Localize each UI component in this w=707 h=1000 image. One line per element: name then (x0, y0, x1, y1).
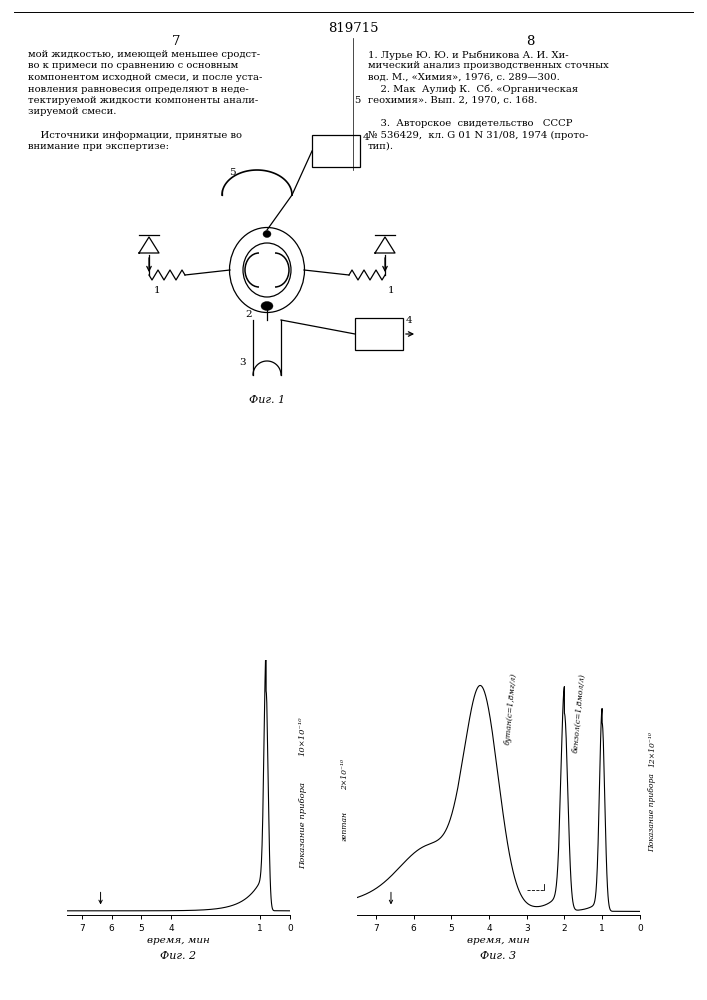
Text: Показание прибора: Показание прибора (299, 782, 307, 869)
Ellipse shape (261, 302, 273, 310)
Text: Фиг. 3: Фиг. 3 (480, 951, 517, 961)
Text: 3.  Авторское  свидетельство   СССР: 3. Авторское свидетельство СССР (368, 119, 573, 128)
Bar (312, 135, 360, 167)
Text: мический анализ производственных сточных: мический анализ производственных сточных (368, 62, 609, 70)
Text: Показание прибора: Показание прибора (648, 774, 656, 852)
X-axis label: время, мин: время, мин (467, 936, 530, 945)
Text: гептан: гептан (341, 811, 349, 841)
Text: 2. Мак  Аулиф К.  Сб. «Органическая: 2. Мак Аулиф К. Сб. «Органическая (368, 85, 578, 94)
Text: 7: 7 (172, 35, 180, 48)
Text: 1. Лурье Ю. Ю. и Рыбникова А. И. Хи-: 1. Лурье Ю. Ю. и Рыбникова А. И. Хи- (368, 50, 568, 60)
Text: 1: 1 (388, 286, 395, 295)
X-axis label: время, мин: время, мин (147, 936, 210, 945)
Text: 5: 5 (229, 168, 235, 177)
Text: новления равновесия определяют в неде-: новления равновесия определяют в неде- (28, 85, 249, 94)
Text: 4: 4 (363, 133, 370, 142)
Text: 3: 3 (239, 358, 245, 367)
Text: 2×10⁻¹⁰: 2×10⁻¹⁰ (341, 759, 349, 790)
Text: тектируемой жидкости компоненты анали-: тектируемой жидкости компоненты анали- (28, 96, 258, 105)
Text: компонентом исходной смеси, и после уста-: компонентом исходной смеси, и после уста… (28, 73, 262, 82)
Text: Источники информации, принятые во: Источники информации, принятые во (28, 130, 242, 139)
Text: № 536429,  кл. G 01 N 31/08, 1974 (прото-: № 536429, кл. G 01 N 31/08, 1974 (прото- (368, 130, 588, 140)
Text: 12×10⁻¹⁰: 12×10⁻¹⁰ (648, 731, 656, 767)
Text: 1: 1 (154, 286, 160, 295)
Text: внимание при экспертизе:: внимание при экспертизе: (28, 142, 169, 151)
Text: 4: 4 (406, 316, 413, 325)
Text: бутан(с=1,8мг/л): бутан(с=1,8мг/л) (504, 673, 518, 745)
Text: зируемой смеси.: зируемой смеси. (28, 107, 117, 116)
Text: во к примеси по сравнению с основным: во к примеси по сравнению с основным (28, 62, 238, 70)
Text: вод. М., «Химия», 1976, с. 289—300.: вод. М., «Химия», 1976, с. 289—300. (368, 73, 560, 82)
Text: 819715: 819715 (328, 22, 378, 35)
Text: Фиг. 1: Фиг. 1 (249, 395, 285, 405)
Text: бензол(с=1,8мол/л): бензол(с=1,8мол/л) (572, 673, 587, 753)
Bar (355, 318, 403, 350)
Text: 8: 8 (526, 35, 534, 48)
Text: геохимия». Вып. 2, 1970, с. 168.: геохимия». Вып. 2, 1970, с. 168. (368, 96, 537, 105)
Text: Фиг. 2: Фиг. 2 (160, 951, 197, 961)
Text: 2: 2 (245, 310, 252, 319)
Text: тип).: тип). (368, 142, 394, 151)
Text: 5: 5 (354, 96, 360, 105)
Text: 10×10⁻¹⁰: 10×10⁻¹⁰ (299, 717, 307, 756)
Text: мой жидкостью, имеющей меньшее сродст-: мой жидкостью, имеющей меньшее сродст- (28, 50, 260, 59)
Ellipse shape (263, 231, 271, 237)
